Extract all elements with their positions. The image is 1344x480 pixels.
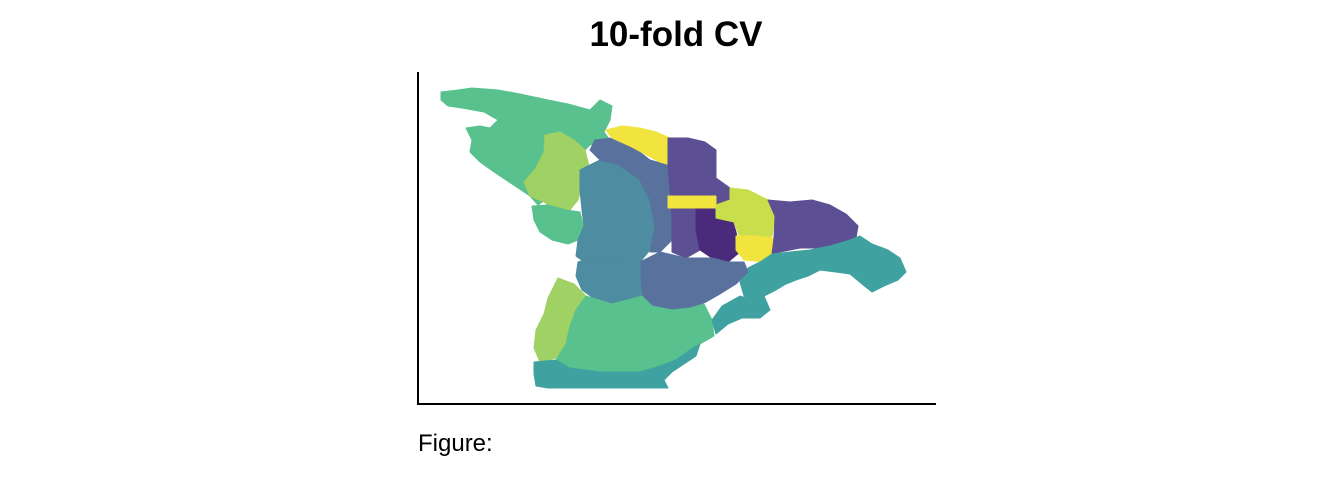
axes: [417, 72, 936, 405]
region-mint-west-tongue: [531, 204, 585, 245]
region-teal-south: [533, 343, 701, 389]
region-mint-south: [555, 295, 715, 375]
region-yellow-bar: [667, 195, 717, 209]
region-lime-west: [523, 131, 591, 211]
plot-title: 10-fold CV: [589, 15, 763, 54]
region-teal-southeast-arm: [711, 295, 771, 335]
map-regions: [440, 87, 907, 389]
figure-caption: Figure:: [418, 430, 493, 457]
region-teal-east: [739, 235, 907, 301]
